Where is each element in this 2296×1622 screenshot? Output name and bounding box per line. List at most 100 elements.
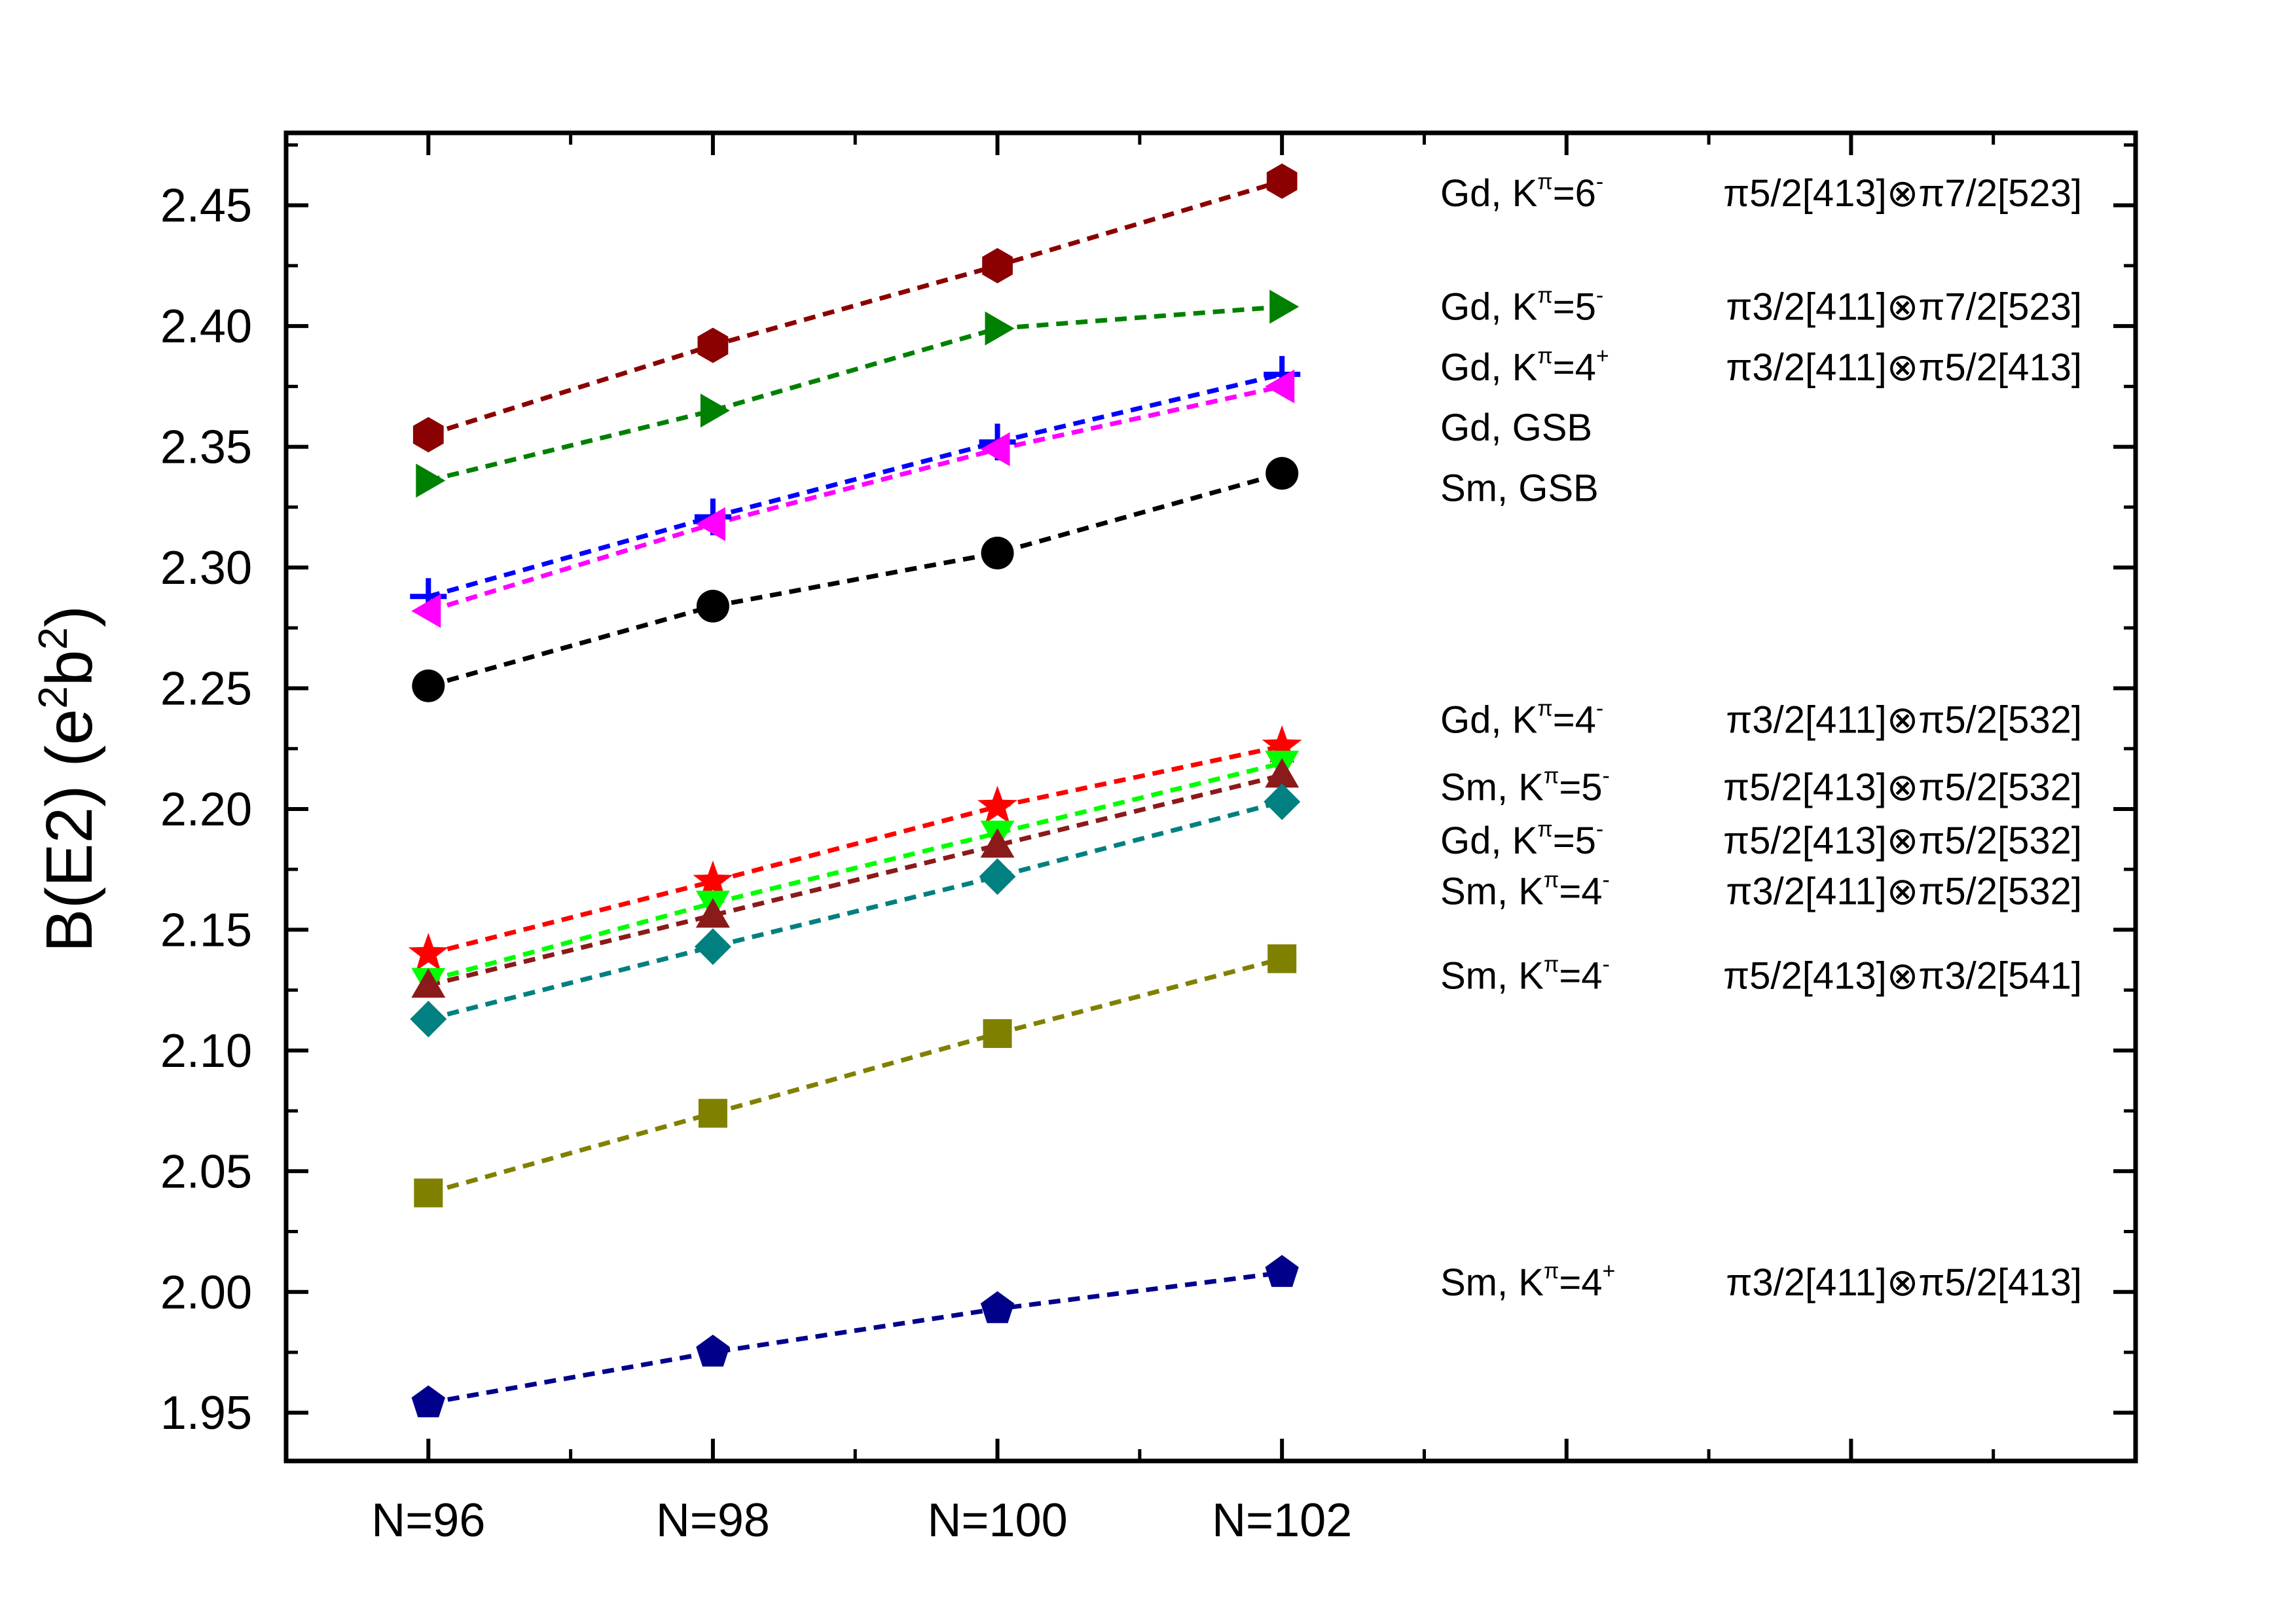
series-label-nucleus: Sm, K bbox=[1440, 766, 1544, 809]
data-point-5-0 bbox=[408, 933, 448, 971]
data-point-4-1 bbox=[696, 590, 729, 623]
series-line-0 bbox=[428, 179, 1283, 437]
x-tick-label: N=102 bbox=[1212, 1494, 1352, 1547]
y-tick-label: 2.05 bbox=[160, 1145, 252, 1198]
data-point-9-1 bbox=[698, 1098, 727, 1128]
series-label-parity: + bbox=[1603, 1259, 1616, 1284]
series-label-nucleus: Sm, K bbox=[1440, 870, 1544, 912]
series-label-pi: π bbox=[1537, 170, 1552, 194]
series-label-1: Gd, Kπ=5- bbox=[1440, 283, 1603, 329]
data-point-7-3 bbox=[1265, 758, 1300, 788]
series-line-2 bbox=[428, 372, 1283, 599]
series-label-10: Sm, Kπ=4+ bbox=[1440, 1259, 1615, 1304]
series-label-nucleus: Gd, K bbox=[1440, 698, 1538, 741]
series-label-kval: =5 bbox=[1553, 820, 1596, 862]
series-label-parity: - bbox=[1596, 817, 1603, 842]
series-markers bbox=[408, 163, 1302, 1418]
series-label-nucleus: Gd, K bbox=[1440, 286, 1538, 329]
data-point-9-0 bbox=[414, 1178, 443, 1208]
series-labels: Gd, Kπ=6- π5/2[413]⊗π7/2[523]Gd, Kπ=5- π3/… bbox=[1440, 170, 2082, 1304]
series-label-parity: - bbox=[1603, 952, 1610, 977]
y-tick-label: 1.95 bbox=[160, 1387, 252, 1439]
series-line-1 bbox=[428, 304, 1283, 483]
series-line-9 bbox=[428, 956, 1283, 1195]
data-point-9-3 bbox=[1267, 944, 1297, 973]
series-config-9: π5/2[413]⊗π3/2[541] bbox=[1723, 954, 2082, 997]
series-label-kval: =6 bbox=[1553, 172, 1596, 215]
data-point-10-3 bbox=[1265, 1255, 1299, 1288]
series-label-kval: =4 bbox=[1559, 954, 1602, 997]
series-label-pi: π bbox=[1537, 344, 1552, 369]
data-point-8-1 bbox=[694, 928, 731, 965]
series-label-nucleus: Gd, K bbox=[1440, 346, 1538, 389]
data-point-10-0 bbox=[411, 1385, 445, 1418]
data-point-1-1 bbox=[700, 393, 730, 428]
series-config-1: π3/2[411]⊗π7/2[523] bbox=[1726, 286, 2082, 329]
data-point-5-1 bbox=[693, 860, 733, 899]
series-label-4: Sm, GSB bbox=[1440, 467, 1599, 509]
data-point-4-2 bbox=[981, 536, 1014, 569]
series-label-kval: =4 bbox=[1559, 1261, 1602, 1304]
series-label-pi: π bbox=[1544, 1259, 1559, 1284]
data-point-4-3 bbox=[1266, 457, 1299, 490]
series-line-8 bbox=[428, 799, 1283, 1022]
series-label-5: Gd, Kπ=4- bbox=[1440, 696, 1603, 741]
y-tick-label: 2.10 bbox=[160, 1025, 252, 1077]
data-point-4-0 bbox=[412, 669, 445, 702]
series-label-8: Sm, Kπ=4- bbox=[1440, 867, 1610, 912]
data-point-3-3 bbox=[1265, 369, 1295, 404]
series-label-nucleus: Sm, GSB bbox=[1440, 467, 1599, 509]
data-point-7-0 bbox=[411, 968, 446, 998]
data-point-10-1 bbox=[696, 1335, 730, 1367]
series-label-0: Gd, Kπ=6- bbox=[1440, 170, 1603, 215]
data-point-0-0 bbox=[412, 417, 444, 453]
series-line-5 bbox=[428, 744, 1283, 956]
y-tick-label: 2.15 bbox=[160, 904, 252, 956]
data-point-1-0 bbox=[416, 463, 446, 498]
series-config-10: π3/2[411]⊗π5/2[413] bbox=[1726, 1261, 2082, 1304]
series-label-kval: =5 bbox=[1553, 286, 1596, 329]
y-tick-label: 2.40 bbox=[160, 300, 252, 353]
data-point-8-0 bbox=[410, 1000, 447, 1037]
series-config-6: π5/2[413]⊗π5/2[532] bbox=[1723, 766, 2082, 809]
x-tick-label: N=96 bbox=[371, 1494, 485, 1547]
y-axis-label: B(E2) (e2b2) bbox=[31, 605, 106, 952]
y-tick-label: 2.20 bbox=[160, 784, 252, 836]
y-tick-label: 2.35 bbox=[160, 422, 252, 474]
series-line-7 bbox=[428, 772, 1283, 988]
series-label-7: Gd, Kπ=5- bbox=[1440, 817, 1603, 862]
data-point-9-2 bbox=[983, 1019, 1012, 1049]
series-label-parity: - bbox=[1603, 867, 1610, 892]
series-label-kval: =4 bbox=[1553, 346, 1596, 389]
series-line-4 bbox=[428, 471, 1283, 689]
data-point-0-2 bbox=[982, 247, 1013, 283]
y-tick-label: 2.45 bbox=[160, 180, 252, 232]
data-point-5-3 bbox=[1262, 725, 1302, 763]
data-point-7-2 bbox=[980, 828, 1015, 858]
data-point-1-2 bbox=[985, 311, 1015, 346]
series-label-nucleus: Gd, K bbox=[1440, 172, 1538, 215]
series-config-5: π3/2[411]⊗π5/2[532] bbox=[1726, 698, 2082, 741]
series-label-6: Sm, Kπ=5- bbox=[1440, 764, 1610, 809]
y-tick-label: 2.25 bbox=[160, 662, 252, 715]
data-point-3-1 bbox=[695, 507, 725, 541]
data-point-8-3 bbox=[1264, 783, 1301, 820]
data-point-0-3 bbox=[1266, 163, 1298, 199]
series-label-9: Sm, Kπ=4- bbox=[1440, 952, 1610, 997]
series-config-7: π5/2[413]⊗π5/2[532] bbox=[1723, 820, 2082, 862]
series-label-pi: π bbox=[1544, 764, 1559, 789]
series-label-pi: π bbox=[1537, 817, 1552, 842]
series-label-nucleus: Sm, K bbox=[1440, 1261, 1544, 1304]
series-label-kval: =4 bbox=[1553, 698, 1596, 741]
data-point-5-2 bbox=[977, 785, 1017, 824]
series-label-kval: =4 bbox=[1559, 870, 1602, 912]
series-label-parity: - bbox=[1596, 696, 1603, 721]
data-point-10-2 bbox=[980, 1291, 1015, 1324]
data-point-3-0 bbox=[411, 594, 441, 628]
series-label-parity: - bbox=[1596, 170, 1603, 194]
series-config-8: π3/2[411]⊗π5/2[532] bbox=[1726, 870, 2082, 912]
series-label-pi: π bbox=[1537, 283, 1552, 308]
series-label-pi: π bbox=[1544, 952, 1559, 977]
axes: 1.95 2.00 2.05 2.10 2.15 2.20 2.25 2.30 2.35 2.40… bbox=[160, 130, 2138, 1547]
